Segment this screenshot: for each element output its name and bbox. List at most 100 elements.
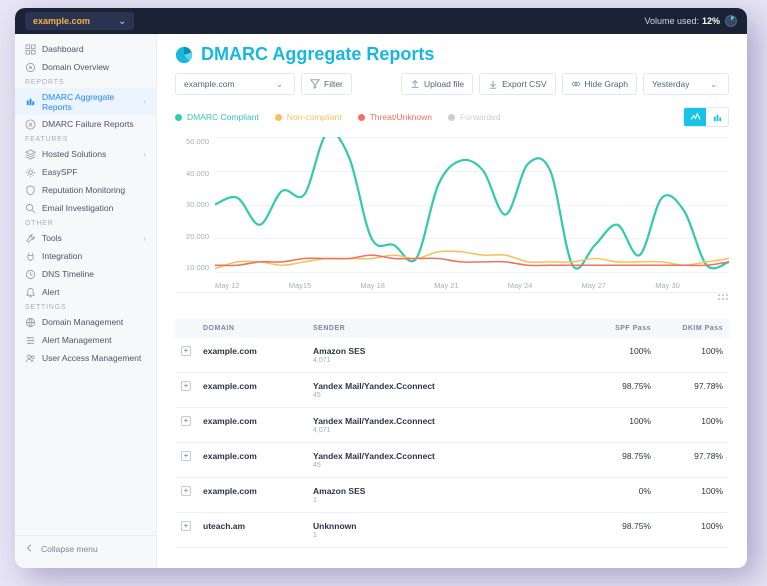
cell-dkim: 97.78% <box>657 373 729 408</box>
domain-filter-value: example.com <box>184 79 235 89</box>
cell-domain: example.com <box>197 338 307 373</box>
sidebar-item-label: Dashboard <box>42 44 146 54</box>
sidebar-item-dmarc-failure-reports[interactable]: DMARC Failure Reports <box>15 115 156 133</box>
sidebar-item-user-access-management[interactable]: User Access Management <box>15 349 156 367</box>
users-icon <box>25 353 36 364</box>
sidebar-section-header: SETTINGS <box>15 301 156 313</box>
funnel-icon <box>310 79 320 89</box>
collapse-menu-button[interactable]: Collapse menu <box>15 535 156 562</box>
cell-spf: 98.75% <box>585 513 657 548</box>
col-sender: SENDER <box>307 319 585 338</box>
sidebar-item-dashboard[interactable]: Dashboard <box>15 40 156 58</box>
expand-row-button[interactable]: + <box>181 486 191 496</box>
y-axis-labels: 50.00040.00030.00020.00010.000 <box>175 137 209 272</box>
chevron-left-icon <box>25 543 35 555</box>
cell-sender: Amazon SES1 <box>307 478 585 513</box>
y-tick-label: 10.000 <box>175 263 209 272</box>
page-title: DMARC Aggregate Reports <box>201 44 434 65</box>
bar-icon <box>25 96 36 107</box>
bar-chart-toggle[interactable] <box>706 108 728 126</box>
hide-graph-button[interactable]: Hide Graph <box>562 73 637 95</box>
sidebar: Dashboard Domain OverviewREPORTSDMARC Agg… <box>15 34 157 568</box>
expand-row-button[interactable]: + <box>181 416 191 426</box>
volume-pct: 12% <box>702 16 720 26</box>
date-range-value: Yesterday <box>652 79 690 89</box>
legend-swatch <box>358 114 365 121</box>
volume-used: Volume used: 12% <box>644 15 737 27</box>
date-range-select[interactable]: Yesterday ⌄ <box>643 73 729 95</box>
sidebar-item-dmarc-aggregate-reports[interactable]: DMARC Aggregate Reports› <box>15 88 156 115</box>
sidebar-item-email-investigation[interactable]: Email Investigation <box>15 199 156 217</box>
sidebar-item-hosted-solutions[interactable]: Hosted Solutions› <box>15 145 156 163</box>
domain-selector-label: example.com <box>33 16 90 26</box>
hide-graph-label: Hide Graph <box>585 79 628 89</box>
x-tick-label: May 27 <box>582 281 607 290</box>
cell-dkim: 100% <box>657 513 729 548</box>
sliders-icon <box>25 335 36 346</box>
upload-icon <box>410 79 420 89</box>
x-tick-label: May 30 <box>655 281 680 290</box>
expand-row-button[interactable]: + <box>181 521 191 531</box>
cog-icon <box>25 167 36 178</box>
sidebar-item-label: Reputation Monitoring <box>42 185 146 195</box>
sidebar-item-label: EasySPF <box>42 167 146 177</box>
cell-spf: 100% <box>585 408 657 443</box>
x-tick-label: May 21 <box>434 281 459 290</box>
domain-filter-select[interactable]: example.com ⌄ <box>175 73 295 95</box>
cell-sender: Unknnown1 <box>307 513 585 548</box>
export-label: Export CSV <box>502 79 546 89</box>
target-icon <box>25 62 36 73</box>
main: DMARC Aggregate Reports example.com ⌄ Fi… <box>157 34 747 568</box>
report-table: DOMAIN SENDER SPF Pass DKIM Pass +exampl… <box>175 319 729 548</box>
sidebar-item-alert[interactable]: Alert <box>15 283 156 301</box>
cell-spf: 98.75% <box>585 373 657 408</box>
download-icon <box>488 79 498 89</box>
clock-icon <box>25 269 36 280</box>
sidebar-item-label: Hosted Solutions <box>42 149 143 159</box>
legend-label: Non-compliant <box>287 112 342 122</box>
cell-spf: 100% <box>585 338 657 373</box>
chevron-down-icon: ⌄ <box>710 79 720 89</box>
cell-domain: example.com <box>197 443 307 478</box>
sidebar-item-label: Email Investigation <box>42 203 146 213</box>
x-tick-label: May15 <box>289 281 312 290</box>
legend-item: Threat/Unknown <box>358 112 432 122</box>
col-domain: DOMAIN <box>197 319 307 338</box>
table-row: +uteach.amUnknnown198.75%100% <box>175 513 729 548</box>
sidebar-item-domain-management[interactable]: Domain Management <box>15 313 156 331</box>
table-row: +example.comYandex Mail/Yandex.Cconnect4… <box>175 373 729 408</box>
line-chart-toggle[interactable] <box>684 108 706 126</box>
domain-selector[interactable]: example.com ⌄ <box>25 12 134 30</box>
sidebar-item-label: DMARC Failure Reports <box>42 119 146 129</box>
cell-sender: Yandex Mail/Yandex.Cconnect4,071 <box>307 408 585 443</box>
x-icon <box>25 119 36 130</box>
legend-label: Forwarded <box>460 112 501 122</box>
sidebar-item-dns-timeline[interactable]: DNS Timeline <box>15 265 156 283</box>
sidebar-item-easyspf[interactable]: EasySPF <box>15 163 156 181</box>
legend-label: DMARC Compliant <box>187 112 259 122</box>
export-button[interactable]: Export CSV <box>479 73 555 95</box>
cell-dkim: 100% <box>657 408 729 443</box>
legend-item: DMARC Compliant <box>175 112 259 122</box>
expand-row-button[interactable]: + <box>181 346 191 356</box>
sidebar-item-label: Tools <box>42 233 143 243</box>
sidebar-item-tools[interactable]: Tools› <box>15 229 156 247</box>
resize-handle-icon[interactable] <box>717 293 729 306</box>
sidebar-item-integration[interactable]: Integration <box>15 247 156 265</box>
filter-label: Filter <box>324 79 343 89</box>
app-shell: example.com ⌄ Volume used: 12% Dashboard… <box>15 8 747 568</box>
sidebar-section-header: REPORTS <box>15 76 156 88</box>
sidebar-item-domain-overview[interactable]: Domain Overview <box>15 58 156 76</box>
table-row: +example.comYandex Mail/Yandex.Cconnect4… <box>175 443 729 478</box>
expand-row-button[interactable]: + <box>181 381 191 391</box>
sidebar-item-label: Alert Management <box>42 335 146 345</box>
filter-button[interactable]: Filter <box>301 73 352 95</box>
cell-dkim: 100% <box>657 478 729 513</box>
sidebar-item-reputation-monitoring[interactable]: Reputation Monitoring <box>15 181 156 199</box>
upload-button[interactable]: Upload file <box>401 73 473 95</box>
expand-row-button[interactable]: + <box>181 451 191 461</box>
y-tick-label: 40.000 <box>175 169 209 178</box>
sidebar-item-alert-management[interactable]: Alert Management <box>15 331 156 349</box>
collapse-label: Collapse menu <box>41 544 98 554</box>
globe-icon <box>25 317 36 328</box>
